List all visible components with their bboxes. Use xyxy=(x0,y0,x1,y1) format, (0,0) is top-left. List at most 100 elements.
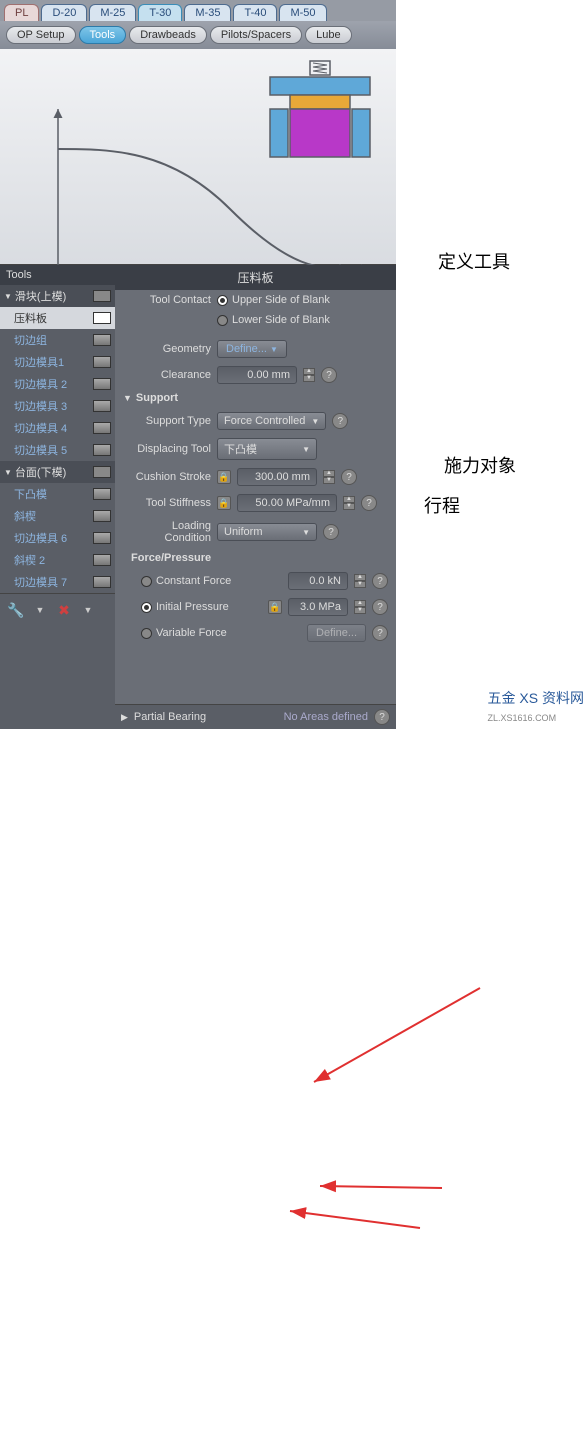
tool-item[interactable]: 下凸模 xyxy=(0,483,115,505)
support-type-label: Support Type xyxy=(123,415,211,427)
initial-pressure-label: Initial Pressure xyxy=(156,601,229,613)
define-geometry-button[interactable]: Define...▼ xyxy=(217,340,287,358)
lock-icon[interactable]: 🔒 xyxy=(268,600,282,614)
lower-side-label: Lower Side of Blank xyxy=(232,314,330,326)
variable-force-label: Variable Force xyxy=(156,627,227,639)
tool-item[interactable]: 切边模具 7 xyxy=(0,571,115,593)
help-icon[interactable]: ? xyxy=(374,709,390,725)
define-variable-force-button[interactable]: Define... xyxy=(307,624,366,642)
clearance-input[interactable]: 0.00 mm xyxy=(217,366,297,384)
no-areas-label: No Areas defined xyxy=(284,711,368,723)
stiffness-spinner[interactable]: ▲▼ xyxy=(343,496,355,510)
help-icon[interactable]: ? xyxy=(321,367,337,383)
help-icon[interactable]: ? xyxy=(372,573,388,589)
lock-icon[interactable]: 🔒 xyxy=(217,496,231,510)
clearance-spinner[interactable]: ▲▼ xyxy=(303,368,315,382)
top-tab-pl[interactable]: PL xyxy=(4,4,39,21)
tool-item[interactable]: 斜楔 2 xyxy=(0,549,115,571)
clearance-label: Clearance xyxy=(123,369,211,381)
help-icon[interactable]: ? xyxy=(372,625,388,641)
constant-force-input[interactable]: 0.0 kN xyxy=(288,572,348,590)
tools-pane: Tools ▼滑块(上模)压料板切边组切边模具1切边模具 2切边模具 3切边模具… xyxy=(0,265,115,729)
collapse-arrow-icon: ▼ xyxy=(4,468,12,477)
support-section[interactable]: ▼ Support xyxy=(115,388,396,408)
dropdown-caret-icon-2[interactable]: ▼ xyxy=(78,600,98,620)
color-swatch xyxy=(93,312,111,324)
collapse-arrow-icon: ▼ xyxy=(4,292,12,301)
tools-header: Tools xyxy=(0,265,115,285)
initial-pressure-input[interactable]: 3.0 MPa xyxy=(288,598,348,616)
sub-tab-pilots-spacers[interactable]: Pilots/Spacers xyxy=(210,26,302,44)
sub-tab-lube[interactable]: Lube xyxy=(305,26,351,44)
cushion-stroke-input[interactable]: 300.00 mm xyxy=(237,468,317,486)
displacing-tool-dropdown[interactable]: 下凸模▼ xyxy=(217,438,317,460)
tool-contact-label: Tool Contact xyxy=(123,294,211,306)
annotation-force-object: 施力对象 xyxy=(444,452,516,478)
sub-tab-op-setup[interactable]: OP Setup xyxy=(6,26,76,44)
color-swatch xyxy=(93,378,111,390)
tool-icons-bar: 🔧 ▼ ✖ ▼ xyxy=(0,593,115,626)
radio-checked-icon xyxy=(141,602,152,613)
sub-tab-drawbeads[interactable]: Drawbeads xyxy=(129,26,207,44)
color-swatch xyxy=(93,488,111,500)
tool-item[interactable]: 斜楔 xyxy=(0,505,115,527)
help-icon[interactable]: ? xyxy=(361,495,377,511)
wrench-icon[interactable]: 🔧 xyxy=(6,600,26,620)
tool-item[interactable]: 切边模具 6 xyxy=(0,527,115,549)
top-tab-d-20[interactable]: D-20 xyxy=(41,4,87,21)
top-tab-m-25[interactable]: M-25 xyxy=(89,4,136,21)
tool-stiffness-label: Tool Stiffness xyxy=(123,497,211,509)
sub-tabs: OP SetupToolsDrawbeadsPilots/SpacersLube xyxy=(0,21,396,49)
properties-header: 压料板 xyxy=(115,265,396,290)
initial-pressure-radio[interactable]: Initial Pressure xyxy=(141,601,229,613)
partial-bearing-label: Partial Bearing xyxy=(134,711,206,723)
tool-item[interactable]: 切边模具 4 xyxy=(0,417,115,439)
help-icon[interactable]: ? xyxy=(323,524,339,540)
loading-condition-label: Loading Condition xyxy=(123,520,211,544)
top-tab-t-40[interactable]: T-40 xyxy=(233,4,277,21)
cf-spinner[interactable]: ▲▼ xyxy=(354,574,366,588)
tool-item[interactable]: 切边组 xyxy=(0,329,115,351)
graph-area: 0 xyxy=(0,49,396,265)
tool-item[interactable]: 压料板 xyxy=(0,307,115,329)
tool-item[interactable]: 切边模具 2 xyxy=(0,373,115,395)
radio-checked-icon xyxy=(217,295,228,306)
tool-item[interactable]: 切边模具 5 xyxy=(0,439,115,461)
variable-force-radio[interactable]: Variable Force xyxy=(141,627,227,639)
annotation-stroke: 行程 xyxy=(424,492,460,518)
sub-tab-tools[interactable]: Tools xyxy=(79,26,127,44)
tool-group-header[interactable]: ▼台面(下模) xyxy=(0,461,115,483)
loading-condition-dropdown[interactable]: Uniform▼ xyxy=(217,523,317,541)
tool-item[interactable]: 切边模具1 xyxy=(0,351,115,373)
lower-side-radio[interactable]: Lower Side of Blank xyxy=(217,314,330,326)
upper-side-radio[interactable]: Upper Side of Blank xyxy=(217,294,330,306)
radio-icon xyxy=(141,576,152,587)
support-type-dropdown[interactable]: Force Controlled▼ xyxy=(217,412,326,430)
dropdown-caret-icon[interactable]: ▼ xyxy=(30,600,50,620)
force-pressure-section: Force/Pressure xyxy=(115,548,396,568)
ip-spinner[interactable]: ▲▼ xyxy=(354,600,366,614)
upper-side-label: Upper Side of Blank xyxy=(232,294,330,306)
color-swatch xyxy=(93,422,111,434)
constant-force-radio[interactable]: Constant Force xyxy=(141,575,231,587)
top-tab-t-30[interactable]: T-30 xyxy=(138,4,182,21)
color-swatch xyxy=(93,334,111,346)
tool-item[interactable]: 切边模具 3 xyxy=(0,395,115,417)
annotation-define-tool: 定义工具 xyxy=(438,248,510,274)
color-swatch xyxy=(93,510,111,522)
tool-group-header[interactable]: ▼滑块(上模) xyxy=(0,285,115,307)
color-swatch xyxy=(93,554,111,566)
expand-arrow-icon[interactable]: ▶ xyxy=(121,712,128,723)
lock-icon[interactable]: 🔒 xyxy=(217,470,231,484)
top-tab-m-35[interactable]: M-35 xyxy=(184,4,231,21)
displacing-tool-label: Displacing Tool xyxy=(123,443,211,455)
help-icon[interactable]: ? xyxy=(372,599,388,615)
help-icon[interactable]: ? xyxy=(332,413,348,429)
tool-stiffness-input[interactable]: 50.00 MPa/mm xyxy=(237,494,337,512)
help-icon[interactable]: ? xyxy=(341,469,357,485)
top-tabs: PLD-20M-25T-30M-35T-40M-50 xyxy=(0,0,396,21)
cushion-spinner[interactable]: ▲▼ xyxy=(323,470,335,484)
top-tab-m-50[interactable]: M-50 xyxy=(279,4,326,21)
delete-icon[interactable]: ✖ xyxy=(54,600,74,620)
color-swatch xyxy=(93,576,111,588)
